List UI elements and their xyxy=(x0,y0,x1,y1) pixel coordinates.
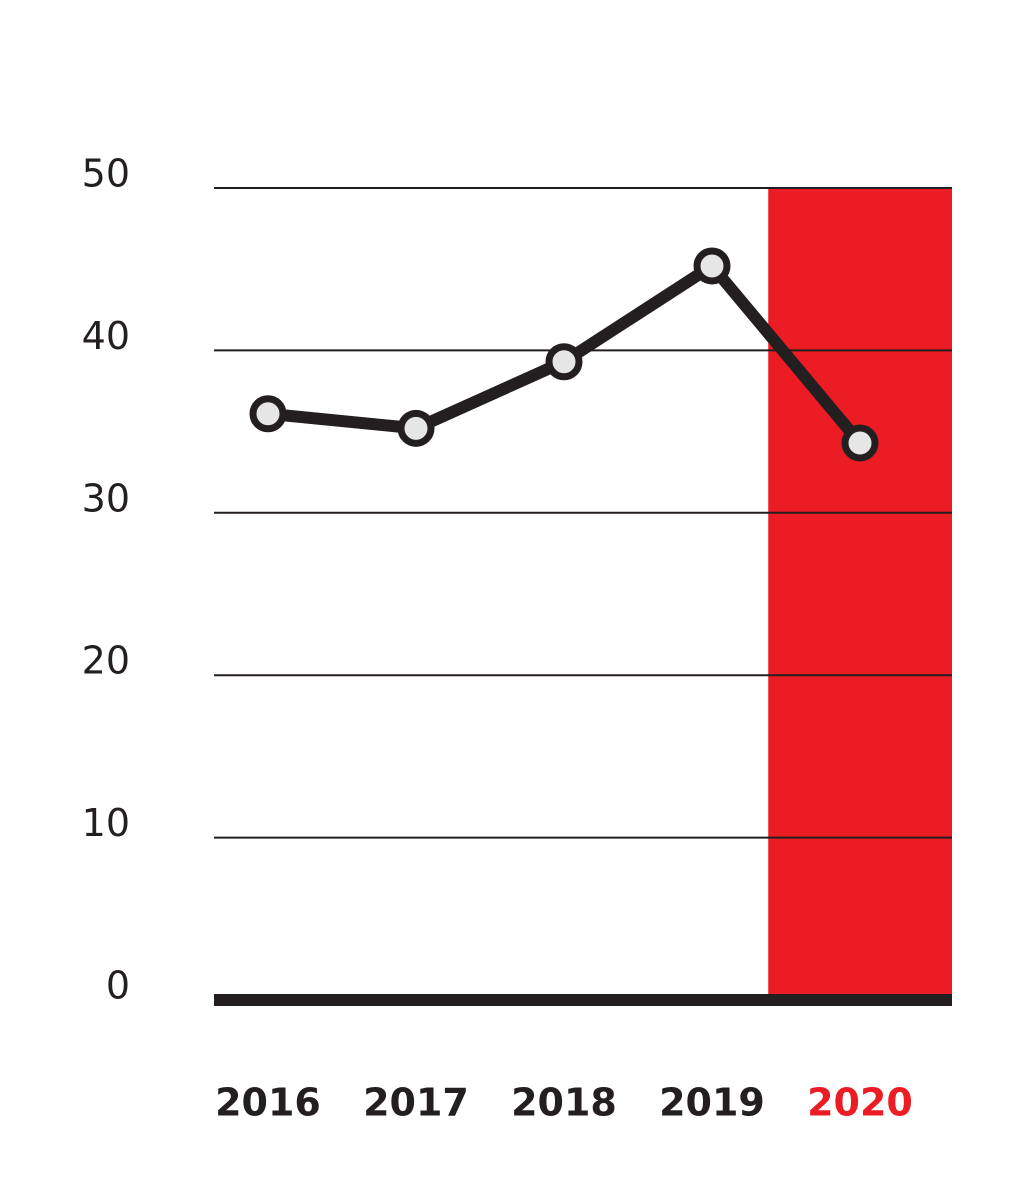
data-point xyxy=(841,424,879,462)
data-point xyxy=(545,343,583,381)
highlight-band xyxy=(768,188,952,1000)
y-tick-label: 30 xyxy=(82,476,130,520)
x-tick-label: 2017 xyxy=(363,1081,469,1125)
data-point xyxy=(397,409,435,447)
y-tick-label: 20 xyxy=(82,639,130,683)
x-tick-label: 2018 xyxy=(511,1081,617,1125)
x-tick-label: 2016 xyxy=(215,1081,321,1125)
y-tick-label: 10 xyxy=(82,801,130,845)
data-point xyxy=(693,247,731,285)
y-tick-label: 40 xyxy=(82,314,130,358)
x-tick-label: 2020 xyxy=(807,1081,913,1125)
y-tick-label: 0 xyxy=(106,964,130,1008)
y-tick-label: 50 xyxy=(82,152,130,196)
data-point xyxy=(249,395,287,433)
x-tick-label: 2019 xyxy=(659,1081,765,1125)
